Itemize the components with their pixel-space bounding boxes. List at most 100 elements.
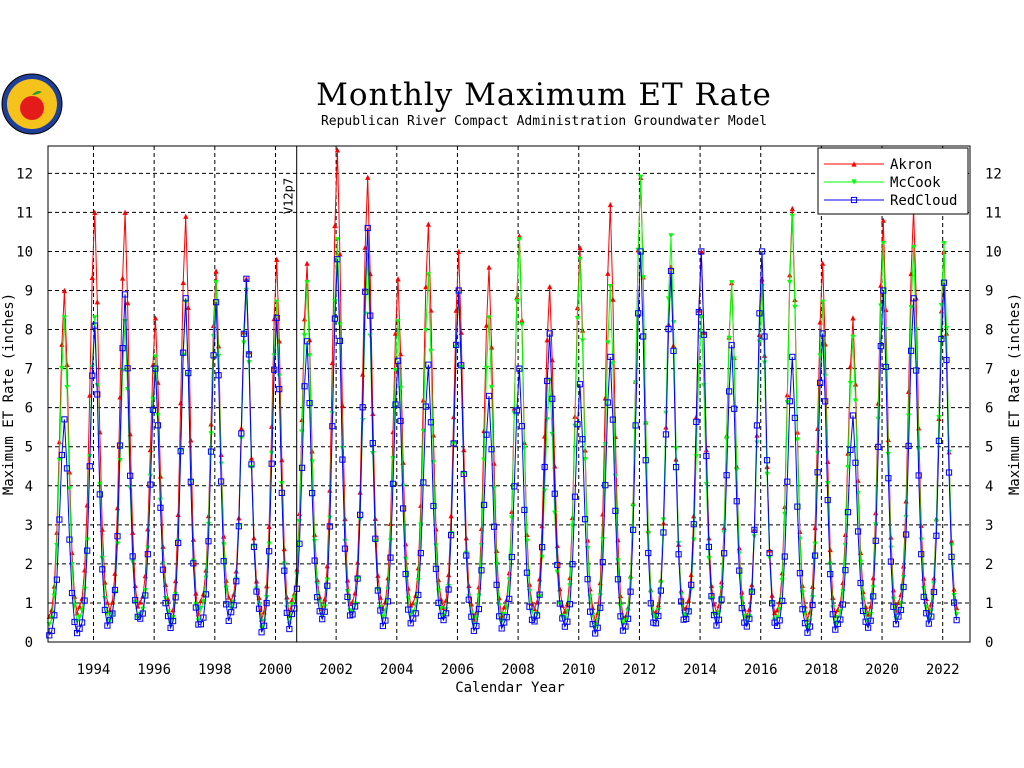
data-point bbox=[592, 630, 599, 637]
data-point bbox=[215, 372, 222, 379]
data-point bbox=[672, 464, 680, 471]
data-point bbox=[640, 333, 647, 340]
data-point bbox=[213, 268, 219, 274]
x-tick-label: 2006 bbox=[441, 662, 475, 678]
data-point bbox=[587, 608, 594, 615]
data-point bbox=[235, 523, 242, 530]
data-point bbox=[938, 335, 945, 343]
data-point bbox=[190, 536, 196, 542]
data-point bbox=[708, 582, 715, 589]
data-point bbox=[665, 325, 672, 333]
data-point bbox=[539, 554, 545, 561]
data-point bbox=[210, 352, 217, 359]
data-point bbox=[789, 213, 795, 219]
data-point bbox=[152, 315, 159, 321]
data-point bbox=[367, 312, 374, 319]
data-point bbox=[670, 320, 677, 326]
y-tick-label: 0 bbox=[25, 635, 33, 651]
data-point bbox=[544, 377, 551, 385]
data-point bbox=[375, 572, 381, 578]
data-point bbox=[210, 333, 217, 340]
series-layer bbox=[46, 147, 960, 639]
data-point bbox=[84, 547, 91, 554]
data-point bbox=[865, 611, 871, 617]
data-point bbox=[359, 404, 366, 411]
data-point bbox=[610, 361, 616, 367]
data-point bbox=[814, 425, 821, 431]
data-point bbox=[842, 567, 849, 574]
data-point bbox=[781, 553, 788, 560]
y-tick-label: 0 bbox=[985, 635, 993, 651]
data-point bbox=[303, 338, 311, 345]
data-point bbox=[589, 621, 596, 628]
data-point bbox=[213, 280, 219, 286]
data-point bbox=[180, 279, 186, 286]
data-point bbox=[851, 161, 857, 167]
data-point bbox=[787, 279, 793, 286]
data-point bbox=[154, 422, 162, 429]
data-point bbox=[814, 469, 821, 476]
data-point bbox=[594, 624, 601, 631]
data-point bbox=[119, 368, 126, 374]
y-tick-label: 6 bbox=[985, 401, 993, 417]
data-point bbox=[193, 590, 199, 596]
data-point bbox=[82, 586, 88, 592]
data-point bbox=[245, 351, 253, 358]
data-point bbox=[923, 610, 930, 617]
data-point bbox=[824, 496, 831, 504]
data-point bbox=[511, 411, 517, 417]
data-point bbox=[872, 537, 879, 544]
data-point bbox=[468, 613, 475, 620]
data-point bbox=[604, 399, 611, 406]
data-point bbox=[695, 308, 702, 316]
data-point bbox=[867, 617, 874, 624]
data-point bbox=[341, 545, 349, 552]
data-point bbox=[71, 618, 78, 626]
data-point bbox=[142, 573, 148, 579]
data-point bbox=[394, 357, 402, 364]
data-point bbox=[761, 333, 768, 340]
data-point bbox=[106, 617, 114, 624]
data-point bbox=[109, 612, 116, 618]
data-point bbox=[430, 432, 437, 438]
data-point bbox=[372, 535, 379, 542]
data-point bbox=[663, 410, 669, 416]
series-line bbox=[48, 177, 958, 630]
data-point bbox=[574, 421, 581, 428]
data-point bbox=[541, 463, 548, 471]
data-point bbox=[306, 400, 313, 407]
data-point bbox=[483, 431, 490, 438]
data-point bbox=[542, 488, 548, 494]
data-point bbox=[49, 606, 55, 613]
x-tick-label: 1996 bbox=[137, 662, 171, 678]
data-point bbox=[207, 448, 215, 455]
data-point bbox=[468, 610, 474, 616]
data-point bbox=[721, 530, 727, 536]
data-point bbox=[425, 361, 432, 368]
data-point bbox=[109, 610, 116, 617]
x-tick-labels: 1994 1996 1998 2000 2002 2004 2006 2008 2010 2012… bbox=[77, 662, 960, 678]
data-point bbox=[312, 539, 318, 545]
y-tick-label: 8 bbox=[985, 323, 993, 339]
data-point bbox=[329, 423, 336, 430]
y-tick-label: 12 bbox=[16, 166, 33, 182]
data-point bbox=[880, 241, 886, 247]
data-point bbox=[456, 248, 462, 255]
data-point bbox=[256, 602, 262, 609]
data-point bbox=[445, 586, 452, 593]
data-point bbox=[710, 612, 718, 619]
data-point bbox=[885, 475, 892, 482]
data-point bbox=[670, 347, 677, 354]
data-point bbox=[145, 526, 151, 532]
y-tick-label: 7 bbox=[25, 362, 33, 378]
y-tick-label: 9 bbox=[985, 284, 993, 300]
data-point bbox=[490, 523, 498, 530]
data-point bbox=[392, 330, 399, 336]
data-point bbox=[89, 274, 95, 280]
data-point bbox=[274, 256, 280, 262]
data-point bbox=[321, 608, 328, 615]
data-point bbox=[706, 555, 712, 562]
data-point bbox=[903, 514, 909, 521]
data-point bbox=[190, 560, 197, 567]
data-point bbox=[377, 607, 384, 614]
